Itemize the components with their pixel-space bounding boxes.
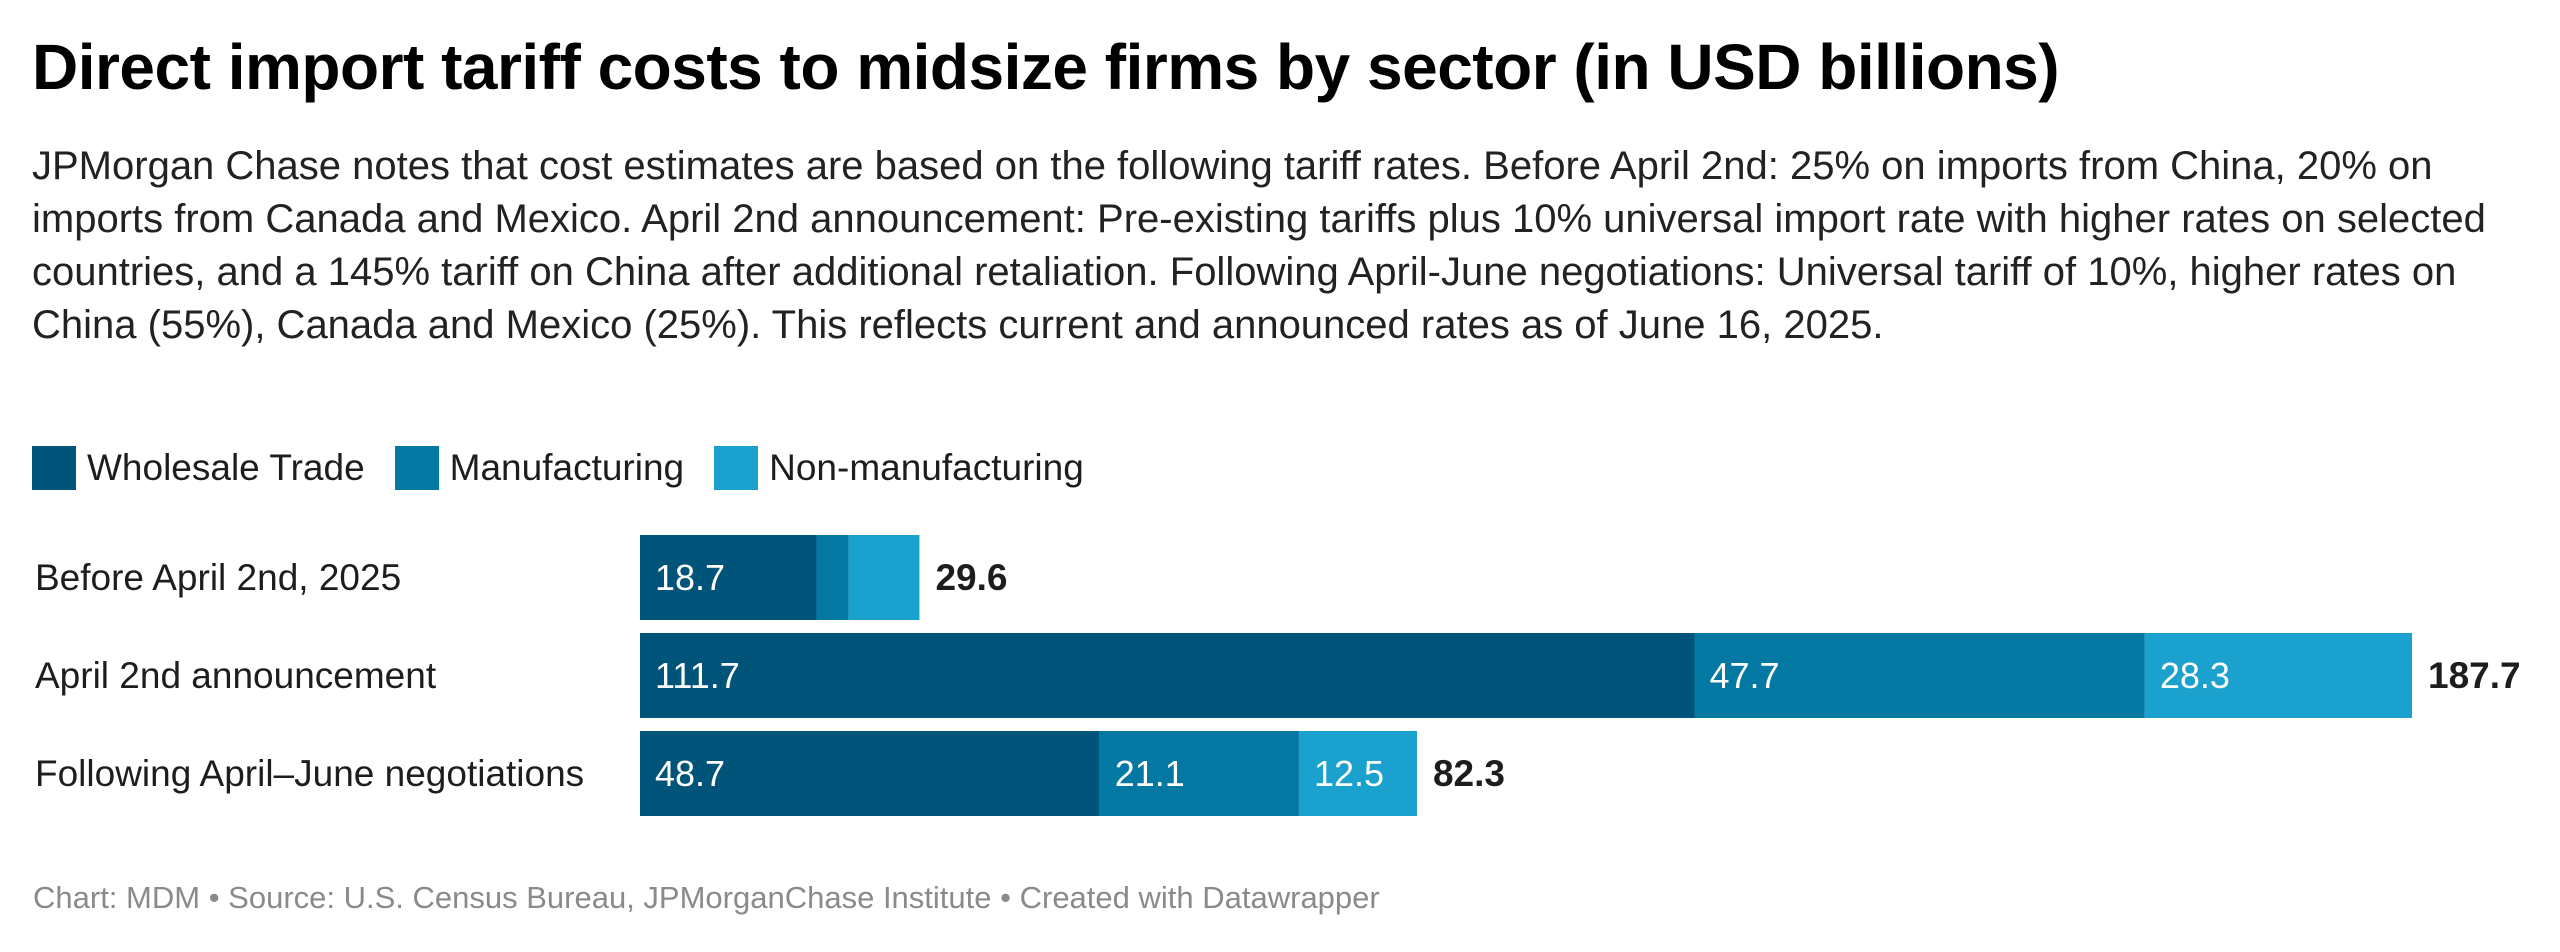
chart-title: Direct import tariff costs to midsize fi… (32, 31, 2060, 103)
category-label: Before April 2nd, 2025 (35, 557, 401, 598)
legend-swatch-wholesale-trade (32, 446, 76, 490)
bar-segment-non-manufacturing (2144, 633, 2412, 718)
segment-value-label: 111.7 (655, 655, 740, 696)
legend-label: Manufacturing (449, 447, 685, 488)
total-value-label: 187.7 (2428, 655, 2521, 696)
segment-value-label: 18.7 (655, 557, 725, 598)
bar-segment-non-manufacturing (848, 535, 920, 620)
category-label: Following April–June negotiations (35, 753, 584, 794)
chart-footer: Chart: MDM • Source: U.S. Census Bureau,… (33, 880, 1380, 916)
legend-item-non-manufacturing: Non-manufacturing (714, 446, 1084, 490)
datawrapper-credit[interactable]: Created with Datawrapper (1019, 880, 1380, 915)
chart-credit: Chart: MDM (33, 880, 201, 915)
legend-item-wholesale-trade: Wholesale Trade (32, 446, 365, 490)
segment-value-label: 12.5 (1314, 753, 1384, 794)
legend-label: Wholesale Trade (87, 447, 365, 488)
bar-segment-wholesale-trade (640, 535, 817, 620)
bar-segment-wholesale-trade (640, 633, 1695, 718)
source-note: Source: U.S. Census Bureau, JPMorganChas… (228, 880, 992, 915)
bar-segment-wholesale-trade (640, 731, 1100, 816)
segment-value-label: 47.7 (1710, 655, 1780, 696)
bar-row-following-april-june-negotiations: Following April–June negotiations 48.7 21.… (35, 731, 1505, 816)
bar-segment-manufacturing (1694, 633, 2145, 718)
segment-value-label: 21.1 (1115, 753, 1185, 794)
legend-item-manufacturing: Manufacturing (394, 446, 685, 490)
bar-segment-manufacturing (1099, 731, 1299, 816)
legend-label: Non-manufacturing (769, 447, 1084, 488)
footer-separator: • (991, 880, 1020, 915)
legend: Wholesale Trade Manufacturing Non-manufa… (32, 446, 1114, 490)
bar-segment-manufacturing (816, 535, 849, 620)
total-value-label: 82.3 (1433, 753, 1505, 794)
footer-separator: • (200, 880, 229, 915)
legend-swatch-manufacturing (394, 446, 439, 490)
category-label: April 2nd announcement (35, 655, 437, 696)
legend-swatch-non-manufacturing (714, 446, 759, 490)
total-value-label: 29.6 (935, 557, 1007, 598)
segment-value-label: 48.7 (655, 753, 725, 794)
segment-value-label: 28.3 (2160, 655, 2230, 696)
bar-row-before-april-2nd-2025: Before April 2nd, 2025 18.7 29.6 (35, 535, 1007, 620)
bar-segment-non-manufacturing (1298, 731, 1417, 816)
chart-description: JPMorgan Chase notes that cost estimates… (32, 144, 2486, 347)
bar-row-april-2nd-announcement: April 2nd announcement 111.7 47.7 28.3 187.7 (35, 633, 2521, 718)
